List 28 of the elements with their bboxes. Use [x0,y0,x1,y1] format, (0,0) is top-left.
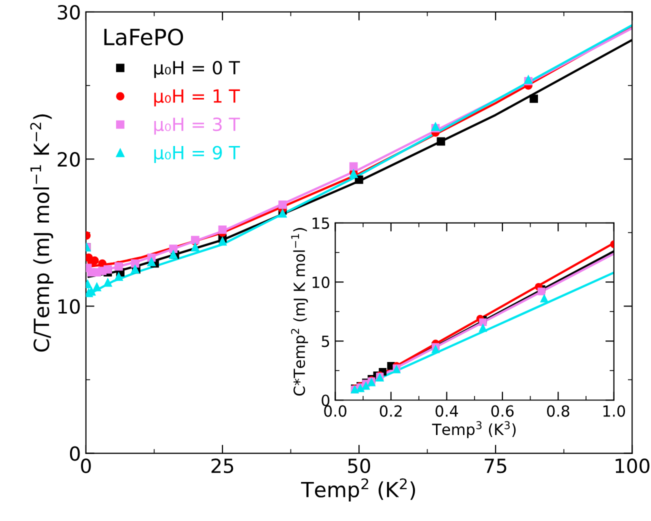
x-tick-label: 0 [81,458,91,474]
y-axis-title: C*Temp$^{2}$ (mJ K mol$^{−1}$) [291,228,308,396]
x-tick-label: 0.2 [380,405,402,417]
y-tick-label: 10 [58,299,80,314]
x-tick-label: 1.0 [603,405,626,417]
legend-label: μ₀H = 0 T [154,60,240,78]
y-tick-label: 0 [322,394,330,406]
x-tick-label: 0.6 [491,405,514,417]
x-tick-label: 0.4 [436,405,458,417]
y-tick-label: 0 [70,446,80,461]
x-tick-label: 0.0 [324,405,346,417]
y-tick-label: 5 [322,336,330,348]
y-tick-label: 15 [312,218,330,230]
y-tick-label: 30 [58,4,80,20]
x-tick-label: 25 [212,458,234,474]
x-tick-label: 50 [348,458,370,474]
legend-label: μ₀H = 1 T [154,89,240,106]
legend-label: μ₀H = 3 T [154,118,240,135]
x-tick-label: 75 [484,458,506,474]
x-tick-label: 100 [616,458,650,474]
y-axis-title: C/Temp (mJ mol$^{−1}$ K$^{−2}$) [30,114,54,352]
legend-label: μ₀H = 9 T [154,146,240,163]
x-axis-title: Temp$^{3}$ (K$^{3}$) [432,421,516,438]
legend-title: LaFePO [104,28,184,46]
x-axis-title: Temp$^{2}$ (K$^{2}$) [301,478,416,502]
x-tick-label: 0.8 [547,405,570,417]
y-tick-label: 20 [58,152,80,167]
y-tick-label: 10 [312,276,330,288]
